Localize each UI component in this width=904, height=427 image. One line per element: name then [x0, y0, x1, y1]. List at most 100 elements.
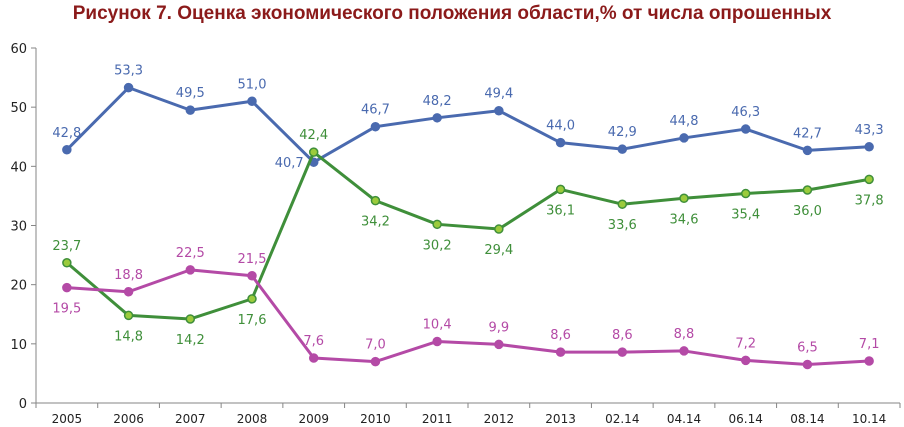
series-1-data-label: 46,7 [361, 103, 390, 118]
y-tick-label: 10 [10, 338, 27, 353]
series-2-point [308, 147, 319, 157]
series-1-data-label: 46,3 [731, 105, 760, 120]
series-1-data-label: 49,5 [176, 86, 205, 101]
series-3-data-label: 10,4 [423, 317, 452, 332]
series-3-data-label: 7,6 [303, 334, 324, 349]
series-3-point [864, 356, 874, 366]
series-3-point [679, 346, 689, 356]
y-tick-label: 30 [10, 220, 27, 235]
x-tick-label: 10.14 [852, 412, 886, 426]
series-3-point [62, 282, 72, 293]
series-3-data-label: 22,5 [176, 246, 205, 261]
series-1-point [185, 105, 196, 115]
series-2-point [617, 199, 628, 209]
series-3-point [802, 359, 813, 370]
series-2-point [864, 174, 874, 185]
series-3-point [123, 287, 134, 297]
x-tick-label: 2010 [360, 412, 391, 426]
series-3-data-label: 21,5 [238, 252, 267, 267]
series-2-data-label: 36,0 [793, 204, 822, 219]
series-1-point [864, 142, 874, 152]
y-tick-label: 20 [10, 279, 27, 294]
series-1-data-label: 42,7 [793, 126, 822, 141]
series-1-point [494, 105, 504, 116]
series-1-data-label: 40,7 [275, 156, 304, 171]
series-2-data-label: 14,8 [114, 329, 143, 344]
data-labels-layer: 42,8 53,3 49,5 51,0 40,7 46,7 48,2 49,4 44,0 42,9… [52, 64, 883, 356]
series-2-data-label: 34,6 [670, 212, 699, 227]
series-2-data-label: 23,7 [52, 239, 81, 254]
series-3-point [185, 265, 196, 275]
series-3-data-label: 19,5 [52, 302, 81, 317]
x-tick-label: 2012 [484, 412, 515, 426]
series-3-point [617, 347, 628, 357]
series-2-data-label: 35,4 [731, 208, 760, 223]
series-2-data-label: 42,4 [299, 128, 328, 143]
series-3-point [370, 356, 381, 367]
series-2-data-label: 36,1 [546, 203, 575, 218]
series-1-point [370, 121, 381, 132]
series-1-data-label: 53,3 [114, 64, 143, 79]
series-3-point [494, 339, 504, 350]
series-2-data-label: 34,2 [361, 215, 390, 230]
series-2-data-label: 17,6 [238, 313, 267, 328]
x-tick-label: 2008 [237, 412, 268, 426]
series-2-point [185, 314, 196, 324]
series-3-data-label: 7,1 [859, 337, 880, 352]
series-2-point [555, 184, 566, 195]
x-tick-label: 2005 [52, 412, 83, 426]
series-1-point [123, 82, 134, 93]
series-3-point [555, 347, 566, 357]
y-tick-label: 60 [10, 42, 27, 57]
series-3-data-label: 6,5 [797, 341, 818, 356]
series-3-data-label: 7,2 [735, 336, 756, 351]
series-1-data-label: 44,0 [546, 119, 575, 134]
series-1-data-label: 51,0 [238, 77, 267, 92]
series-1-point [679, 133, 689, 143]
series-2-point [123, 310, 134, 321]
series-3-data-label: 8,6 [550, 328, 571, 343]
series-1-point [432, 113, 442, 123]
series-2-line [65, 150, 870, 321]
x-tick-label: 02.14 [605, 412, 639, 426]
series-1-point [62, 145, 72, 155]
series-2-data-label: 14,2 [176, 333, 205, 348]
series-3-point [432, 336, 442, 347]
series-3-data-label: 9,9 [489, 320, 510, 335]
series-1-data-label: 44,8 [670, 114, 699, 129]
series-3-data-label: 7,0 [365, 338, 386, 353]
series-1-data-label: 48,2 [423, 94, 452, 109]
series-1-line [65, 86, 870, 164]
series-1-data-label: 43,3 [855, 123, 884, 138]
series-2-point [494, 224, 504, 234]
series-2-data-label: 37,8 [855, 193, 884, 208]
y-tick-label: 40 [10, 160, 27, 175]
series-3-data-label: 8,8 [674, 327, 695, 342]
y-tick-label: 50 [10, 101, 27, 116]
series-3-point [740, 355, 751, 366]
axes: 0 10 20 30 40 50 60 2005 2006 2007 2008 2009 2010 201… [10, 42, 901, 426]
series-1-point [555, 137, 566, 148]
series-3-data-label: 18,8 [114, 268, 143, 283]
series-2-data-label: 30,2 [423, 238, 452, 253]
series-1-point [802, 145, 813, 156]
series-3-point [247, 271, 257, 281]
series-2-point [247, 294, 257, 304]
series-2-point [370, 195, 381, 206]
series-3-line [66, 268, 870, 367]
x-tick-label: 2006 [113, 412, 144, 426]
series-2-point [802, 185, 813, 195]
series-1-data-label: 49,4 [484, 87, 513, 102]
series-2-point [679, 193, 689, 204]
series-2-point [740, 188, 751, 199]
x-tick-label: 2011 [422, 412, 453, 426]
x-tick-label: 04.14 [667, 412, 701, 426]
series-2-data-label: 29,4 [484, 243, 513, 258]
x-tick-label: 2013 [545, 412, 576, 426]
series-3-point [308, 353, 319, 363]
series-layer [62, 82, 874, 370]
series-1-point [247, 96, 257, 106]
x-tick-label: 2009 [298, 412, 329, 426]
series-3-data-label: 8,6 [612, 328, 633, 343]
